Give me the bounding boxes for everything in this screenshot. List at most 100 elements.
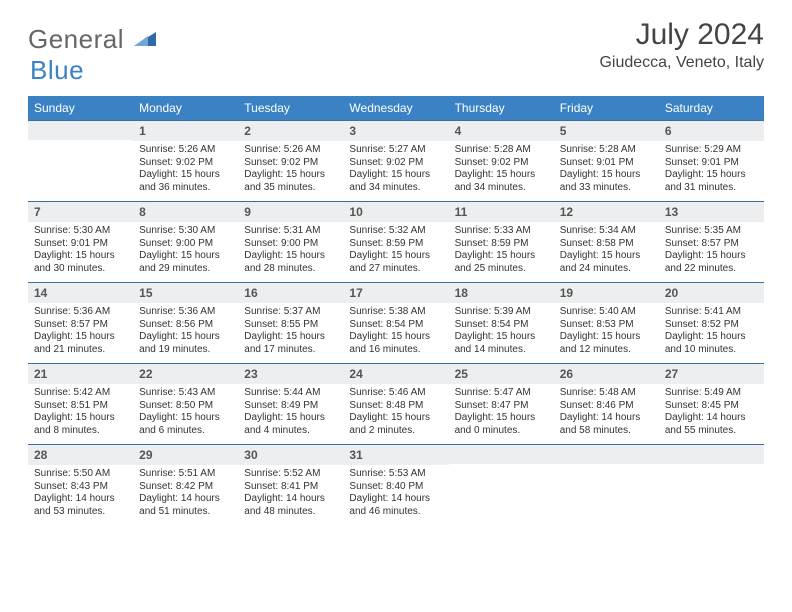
calendar-cell: 3Sunrise: 5:27 AMSunset: 9:02 PMDaylight…: [343, 120, 448, 201]
empty-day-body: [449, 464, 554, 524]
day-body: Sunrise: 5:36 AMSunset: 8:56 PMDaylight:…: [133, 303, 238, 363]
day-number: 25: [449, 363, 554, 384]
day-number: 6: [659, 120, 764, 141]
calendar-cell: 9Sunrise: 5:31 AMSunset: 9:00 PMDaylight…: [238, 201, 343, 282]
day-number: 29: [133, 444, 238, 465]
calendar-cell: 21Sunrise: 5:42 AMSunset: 8:51 PMDayligh…: [28, 363, 133, 444]
day-body: Sunrise: 5:43 AMSunset: 8:50 PMDaylight:…: [133, 384, 238, 444]
day-number: 10: [343, 201, 448, 222]
calendar-cell: 24Sunrise: 5:46 AMSunset: 8:48 PMDayligh…: [343, 363, 448, 444]
empty-day-strip: [28, 120, 133, 140]
day-body: Sunrise: 5:53 AMSunset: 8:40 PMDaylight:…: [343, 465, 448, 525]
day-body: Sunrise: 5:47 AMSunset: 8:47 PMDaylight:…: [449, 384, 554, 444]
day-number: 23: [238, 363, 343, 384]
day-body: Sunrise: 5:31 AMSunset: 9:00 PMDaylight:…: [238, 222, 343, 282]
calendar-cell: 14Sunrise: 5:36 AMSunset: 8:57 PMDayligh…: [28, 282, 133, 363]
calendar-cell: 13Sunrise: 5:35 AMSunset: 8:57 PMDayligh…: [659, 201, 764, 282]
day-number: 31: [343, 444, 448, 465]
day-header: Monday: [133, 96, 238, 120]
calendar-week: 7Sunrise: 5:30 AMSunset: 9:01 PMDaylight…: [28, 201, 764, 282]
day-body: Sunrise: 5:33 AMSunset: 8:59 PMDaylight:…: [449, 222, 554, 282]
calendar-cell: 26Sunrise: 5:48 AMSunset: 8:46 PMDayligh…: [554, 363, 659, 444]
day-body: Sunrise: 5:41 AMSunset: 8:52 PMDaylight:…: [659, 303, 764, 363]
day-header: Thursday: [449, 96, 554, 120]
day-number: 5: [554, 120, 659, 141]
month-title: July 2024: [599, 18, 764, 52]
day-header: Wednesday: [343, 96, 448, 120]
day-number: 28: [28, 444, 133, 465]
day-body: Sunrise: 5:40 AMSunset: 8:53 PMDaylight:…: [554, 303, 659, 363]
day-body: Sunrise: 5:37 AMSunset: 8:55 PMDaylight:…: [238, 303, 343, 363]
day-body: Sunrise: 5:28 AMSunset: 9:01 PMDaylight:…: [554, 141, 659, 201]
calendar-head: SundayMondayTuesdayWednesdayThursdayFrid…: [28, 96, 764, 120]
header: General Blue July 2024 Giudecca, Veneto,…: [28, 18, 764, 86]
day-number: 14: [28, 282, 133, 303]
calendar-cell: 22Sunrise: 5:43 AMSunset: 8:50 PMDayligh…: [133, 363, 238, 444]
day-number: 30: [238, 444, 343, 465]
calendar-cell: 11Sunrise: 5:33 AMSunset: 8:59 PMDayligh…: [449, 201, 554, 282]
calendar-cell: 10Sunrise: 5:32 AMSunset: 8:59 PMDayligh…: [343, 201, 448, 282]
calendar-cell: [449, 444, 554, 525]
day-number: 11: [449, 201, 554, 222]
calendar-week: 14Sunrise: 5:36 AMSunset: 8:57 PMDayligh…: [28, 282, 764, 363]
empty-day-strip: [449, 444, 554, 464]
calendar-table: SundayMondayTuesdayWednesdayThursdayFrid…: [28, 96, 764, 525]
day-number: 21: [28, 363, 133, 384]
day-number: 4: [449, 120, 554, 141]
day-number: 27: [659, 363, 764, 384]
calendar-cell: 20Sunrise: 5:41 AMSunset: 8:52 PMDayligh…: [659, 282, 764, 363]
calendar-cell: 15Sunrise: 5:36 AMSunset: 8:56 PMDayligh…: [133, 282, 238, 363]
day-body: Sunrise: 5:26 AMSunset: 9:02 PMDaylight:…: [238, 141, 343, 201]
day-header: Tuesday: [238, 96, 343, 120]
calendar-body: 1Sunrise: 5:26 AMSunset: 9:02 PMDaylight…: [28, 120, 764, 525]
day-body: Sunrise: 5:34 AMSunset: 8:58 PMDaylight:…: [554, 222, 659, 282]
day-number: 13: [659, 201, 764, 222]
day-number: 7: [28, 201, 133, 222]
calendar-cell: 4Sunrise: 5:28 AMSunset: 9:02 PMDaylight…: [449, 120, 554, 201]
day-body: Sunrise: 5:48 AMSunset: 8:46 PMDaylight:…: [554, 384, 659, 444]
calendar-cell: 7Sunrise: 5:30 AMSunset: 9:01 PMDaylight…: [28, 201, 133, 282]
logo: General Blue: [28, 24, 156, 86]
empty-day-body: [659, 464, 764, 524]
day-body: Sunrise: 5:46 AMSunset: 8:48 PMDaylight:…: [343, 384, 448, 444]
day-header: Friday: [554, 96, 659, 120]
calendar-cell: 30Sunrise: 5:52 AMSunset: 8:41 PMDayligh…: [238, 444, 343, 525]
calendar-week: 21Sunrise: 5:42 AMSunset: 8:51 PMDayligh…: [28, 363, 764, 444]
day-body: Sunrise: 5:32 AMSunset: 8:59 PMDaylight:…: [343, 222, 448, 282]
day-body: Sunrise: 5:30 AMSunset: 9:00 PMDaylight:…: [133, 222, 238, 282]
day-header: Saturday: [659, 96, 764, 120]
day-body: Sunrise: 5:42 AMSunset: 8:51 PMDaylight:…: [28, 384, 133, 444]
day-number: 12: [554, 201, 659, 222]
day-number: 24: [343, 363, 448, 384]
empty-day-strip: [554, 444, 659, 464]
calendar-cell: 25Sunrise: 5:47 AMSunset: 8:47 PMDayligh…: [449, 363, 554, 444]
calendar-cell: 2Sunrise: 5:26 AMSunset: 9:02 PMDaylight…: [238, 120, 343, 201]
calendar-week: 1Sunrise: 5:26 AMSunset: 9:02 PMDaylight…: [28, 120, 764, 201]
day-body: Sunrise: 5:28 AMSunset: 9:02 PMDaylight:…: [449, 141, 554, 201]
logo-general: General: [28, 24, 124, 54]
day-body: Sunrise: 5:30 AMSunset: 9:01 PMDaylight:…: [28, 222, 133, 282]
day-number: 17: [343, 282, 448, 303]
calendar-cell: 27Sunrise: 5:49 AMSunset: 8:45 PMDayligh…: [659, 363, 764, 444]
day-number: 2: [238, 120, 343, 141]
empty-day-body: [554, 464, 659, 524]
calendar-cell: 19Sunrise: 5:40 AMSunset: 8:53 PMDayligh…: [554, 282, 659, 363]
calendar-cell: 5Sunrise: 5:28 AMSunset: 9:01 PMDaylight…: [554, 120, 659, 201]
calendar-cell: 18Sunrise: 5:39 AMSunset: 8:54 PMDayligh…: [449, 282, 554, 363]
calendar-cell: 16Sunrise: 5:37 AMSunset: 8:55 PMDayligh…: [238, 282, 343, 363]
day-body: Sunrise: 5:26 AMSunset: 9:02 PMDaylight:…: [133, 141, 238, 201]
calendar-week: 28Sunrise: 5:50 AMSunset: 8:43 PMDayligh…: [28, 444, 764, 525]
day-body: Sunrise: 5:44 AMSunset: 8:49 PMDaylight:…: [238, 384, 343, 444]
day-number: 20: [659, 282, 764, 303]
day-number: 16: [238, 282, 343, 303]
day-number: 22: [133, 363, 238, 384]
day-body: Sunrise: 5:49 AMSunset: 8:45 PMDaylight:…: [659, 384, 764, 444]
logo-triangle-icon: [134, 24, 156, 55]
day-body: Sunrise: 5:35 AMSunset: 8:57 PMDaylight:…: [659, 222, 764, 282]
calendar-cell: 28Sunrise: 5:50 AMSunset: 8:43 PMDayligh…: [28, 444, 133, 525]
empty-day-strip: [659, 444, 764, 464]
calendar-cell: 29Sunrise: 5:51 AMSunset: 8:42 PMDayligh…: [133, 444, 238, 525]
day-number: 9: [238, 201, 343, 222]
day-body: Sunrise: 5:29 AMSunset: 9:01 PMDaylight:…: [659, 141, 764, 201]
calendar-cell: [659, 444, 764, 525]
